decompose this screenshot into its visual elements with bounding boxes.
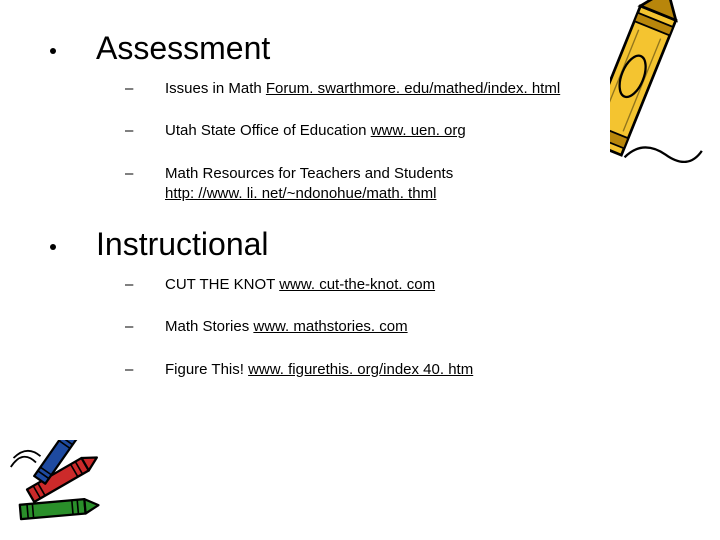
- item-link[interactable]: Forum. swarthmore. edu/mathed/index. htm…: [266, 80, 560, 97]
- item-link[interactable]: www. mathstories. com: [253, 318, 407, 335]
- bullet-icon: [50, 48, 56, 54]
- item-text: Math Stories www. mathstories. com: [165, 317, 680, 337]
- list-item: – Math Stories www. mathstories. com: [125, 317, 680, 337]
- section-assessment: Assessment – Issues in Math Forum. swart…: [50, 30, 680, 204]
- bullet-icon: [50, 244, 56, 250]
- item-prefix: CUT THE KNOT: [165, 276, 279, 293]
- dash-icon: –: [125, 164, 165, 184]
- section-title: Assessment: [96, 30, 270, 67]
- sub-list-assessment: – Issues in Math Forum. swarthmore. edu/…: [50, 79, 680, 204]
- sub-list-instructional: – CUT THE KNOT www. cut-the-knot. com – …: [50, 275, 680, 380]
- item-text: Issues in Math Forum. swarthmore. edu/ma…: [165, 79, 680, 99]
- list-item: – Issues in Math Forum. swarthmore. edu/…: [125, 79, 680, 99]
- item-prefix: Utah State Office of Education: [165, 122, 371, 139]
- item-link[interactable]: www. cut-the-knot. com: [279, 276, 435, 293]
- item-prefix: Math Resources for Teachers and Students: [165, 165, 453, 182]
- item-text: Utah State Office of Education www. uen.…: [165, 121, 680, 141]
- item-prefix: Figure This!: [165, 361, 248, 378]
- item-link[interactable]: www. figurethis. org/index 40. htm: [248, 361, 473, 378]
- item-link[interactable]: http: //www. li. net/~ndonohue/math. thm…: [165, 185, 436, 202]
- item-text: CUT THE KNOT www. cut-the-knot. com: [165, 275, 680, 295]
- section-title: Instructional: [96, 226, 269, 263]
- item-link[interactable]: www. uen. org: [371, 122, 466, 139]
- slide-content: Assessment – Issues in Math Forum. swart…: [0, 0, 720, 422]
- dash-icon: –: [125, 121, 165, 141]
- dash-icon: –: [125, 317, 165, 337]
- item-prefix: Math Stories: [165, 318, 253, 335]
- list-item: – Figure This! www. figurethis. org/inde…: [125, 360, 680, 380]
- item-text: Figure This! www. figurethis. org/index …: [165, 360, 680, 380]
- section-header: Instructional: [50, 226, 680, 263]
- section-header: Assessment: [50, 30, 680, 67]
- item-prefix: Issues in Math: [165, 80, 266, 97]
- dash-icon: –: [125, 79, 165, 99]
- dash-icon: –: [125, 360, 165, 380]
- list-item: – CUT THE KNOT www. cut-the-knot. com: [125, 275, 680, 295]
- list-item: – Utah State Office of Education www. ue…: [125, 121, 680, 141]
- crayons-icon: [8, 440, 118, 530]
- item-text: Math Resources for Teachers and Students…: [165, 164, 680, 205]
- section-instructional: Instructional – CUT THE KNOT www. cut-th…: [50, 226, 680, 380]
- dash-icon: –: [125, 275, 165, 295]
- list-item: – Math Resources for Teachers and Studen…: [125, 164, 680, 205]
